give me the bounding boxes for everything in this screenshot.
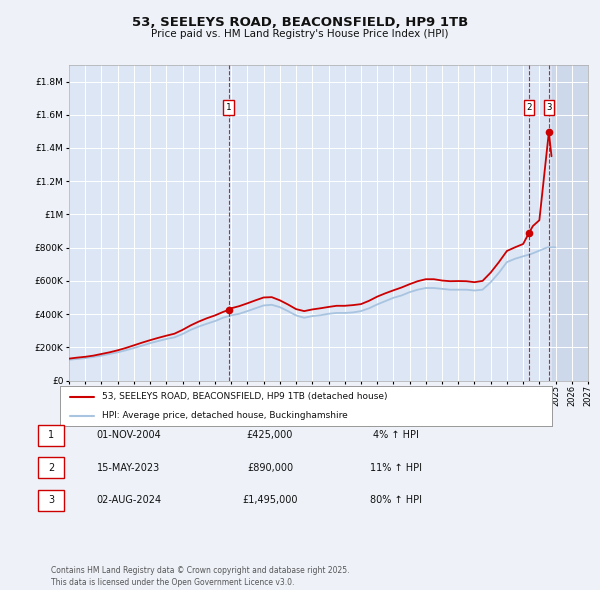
Text: 2: 2 <box>48 463 54 473</box>
Text: 2: 2 <box>526 103 532 112</box>
Text: 53, SEELEYS ROAD, BEACONSFIELD, HP9 1TB: 53, SEELEYS ROAD, BEACONSFIELD, HP9 1TB <box>132 16 468 29</box>
Text: 3: 3 <box>546 103 551 112</box>
Text: 1: 1 <box>226 103 231 112</box>
Text: 15-MAY-2023: 15-MAY-2023 <box>97 463 161 473</box>
Bar <box>551 65 588 381</box>
Text: 4% ↑ HPI: 4% ↑ HPI <box>373 431 419 440</box>
Text: 11% ↑ HPI: 11% ↑ HPI <box>370 463 422 473</box>
Text: 80% ↑ HPI: 80% ↑ HPI <box>370 496 422 505</box>
Text: HPI: Average price, detached house, Buckinghamshire: HPI: Average price, detached house, Buck… <box>102 411 347 421</box>
Text: 1: 1 <box>48 431 54 440</box>
Text: 3: 3 <box>48 496 54 505</box>
Text: 53, SEELEYS ROAD, BEACONSFIELD, HP9 1TB (detached house): 53, SEELEYS ROAD, BEACONSFIELD, HP9 1TB … <box>102 392 388 401</box>
Text: £425,000: £425,000 <box>247 431 293 440</box>
Text: £1,495,000: £1,495,000 <box>242 496 298 505</box>
Text: Price paid vs. HM Land Registry's House Price Index (HPI): Price paid vs. HM Land Registry's House … <box>151 30 449 39</box>
Text: £890,000: £890,000 <box>247 463 293 473</box>
Text: 02-AUG-2024: 02-AUG-2024 <box>97 496 161 505</box>
Text: Contains HM Land Registry data © Crown copyright and database right 2025.
This d: Contains HM Land Registry data © Crown c… <box>51 566 349 587</box>
Text: 01-NOV-2004: 01-NOV-2004 <box>97 431 161 440</box>
